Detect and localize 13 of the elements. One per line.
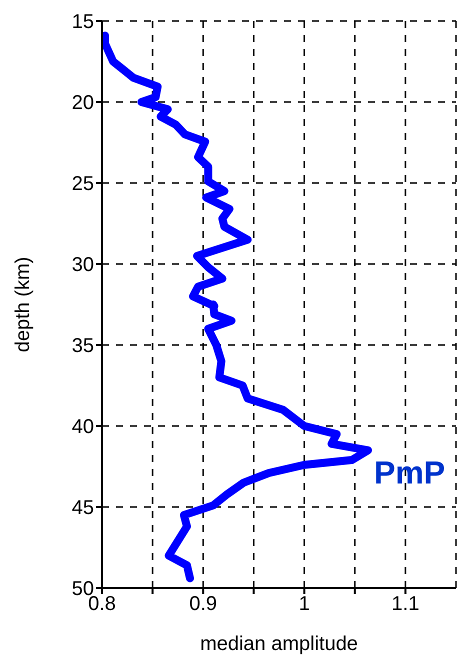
y-tick-label: 35 <box>72 335 94 358</box>
y-tick-label: 45 <box>72 497 94 520</box>
y-tick-label: 20 <box>72 92 94 114</box>
y-tick-label: 15 <box>72 11 94 34</box>
x-tick-label: 0.9 <box>189 593 218 616</box>
annotation: PmP <box>374 454 446 491</box>
x-tick-label: 1.1 <box>392 593 420 616</box>
y-axis-title: depth (km) <box>12 256 34 352</box>
x-tick-label: 1 <box>298 593 310 616</box>
y-tick-label: 40 <box>72 416 94 438</box>
y-tick-label: 30 <box>72 254 94 276</box>
y-tick-label: 25 <box>72 173 94 196</box>
x-axis-title: median amplitude <box>200 633 358 655</box>
